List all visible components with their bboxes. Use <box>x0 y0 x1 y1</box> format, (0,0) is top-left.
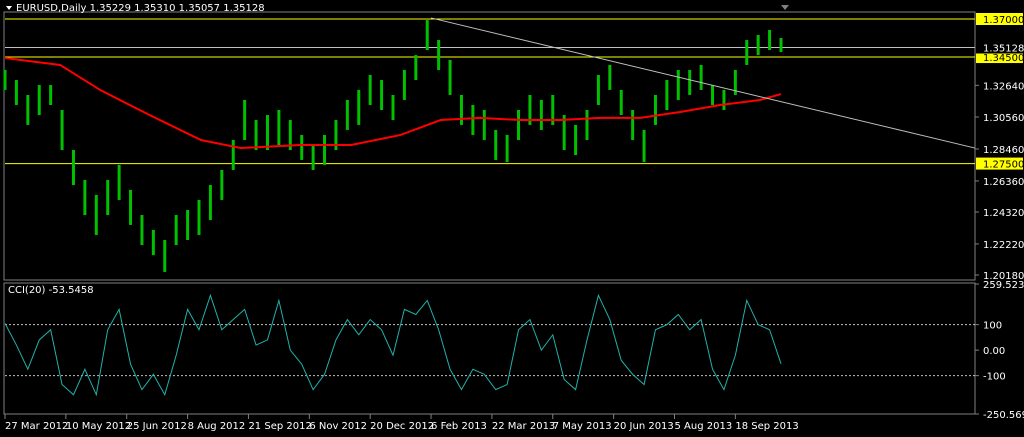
price-label: 1.37000 <box>983 15 1024 26</box>
y-tick-label: 0.00 <box>983 346 1005 357</box>
y-tick-label: 1.26360 <box>983 177 1024 188</box>
x-tick-label: 7 May 2013 <box>553 421 612 432</box>
price-label-box <box>976 157 1023 170</box>
x-tick-label: 6 Nov 2012 <box>309 421 367 432</box>
price-label-box <box>976 51 1023 64</box>
trend-line <box>430 17 976 149</box>
y-tick-label: 1.20180 <box>983 271 1024 282</box>
price-label-box <box>976 41 1023 54</box>
cci-title: CCI(20) -53.5458 <box>8 285 94 296</box>
x-tick-label: 20 Dec 2012 <box>370 421 434 432</box>
y-tick-label: 1.22220 <box>983 240 1024 251</box>
y-tick-label: 100 <box>983 321 1002 332</box>
shift-marker <box>781 5 789 10</box>
menu-arrow[interactable] <box>6 6 12 10</box>
x-tick-label: 18 Sep 2013 <box>735 421 798 432</box>
x-tick-label: 22 Mar 2013 <box>492 421 555 432</box>
x-tick-label: 21 Sep 2012 <box>248 421 311 432</box>
cci-line <box>4 293 782 397</box>
price-panel <box>3 11 976 281</box>
x-tick-label: 20 Jun 2013 <box>614 421 674 432</box>
x-tick-label: 10 May 2012 <box>66 421 131 432</box>
price-label-box <box>976 13 1023 26</box>
price-label: 1.35128 <box>983 43 1024 54</box>
x-tick-label: 25 Jun 2012 <box>127 421 187 432</box>
x-tick-label: 8 Aug 2012 <box>188 421 246 432</box>
y-tick-label: 1.30560 <box>983 113 1024 124</box>
x-tick-label: 5 Aug 2013 <box>674 421 732 432</box>
chart-title: EURUSD,Daily 1.35229 1.35310 1.35057 1.3… <box>16 3 265 14</box>
x-tick-label: 6 Feb 2013 <box>431 421 487 432</box>
y-tick-label: 1.24320 <box>983 208 1024 219</box>
price-label: 1.27500 <box>983 160 1024 171</box>
y-tick-label: -250.569 <box>983 410 1024 421</box>
y-tick-label: 259.5237 <box>983 280 1024 291</box>
y-tick-label: 1.32640 <box>983 81 1024 92</box>
x-tick-label: 27 Mar 2012 <box>5 421 68 432</box>
y-tick-label: 1.28460 <box>983 145 1024 156</box>
y-tick-label: -100 <box>983 372 1006 383</box>
moving-average <box>4 56 782 150</box>
price-label: 1.34500 <box>983 53 1024 64</box>
cci-panel <box>3 282 976 415</box>
